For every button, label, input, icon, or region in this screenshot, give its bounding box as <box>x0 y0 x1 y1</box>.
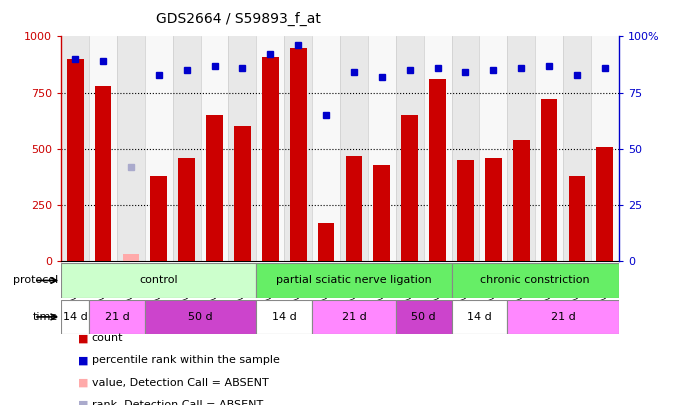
Bar <box>563 36 591 261</box>
Bar <box>61 263 256 298</box>
Bar <box>95 86 112 261</box>
Bar <box>284 36 312 261</box>
Text: control: control <box>139 275 178 286</box>
Bar <box>312 36 340 261</box>
Bar <box>117 36 145 261</box>
Bar <box>424 36 452 261</box>
Text: ■: ■ <box>78 400 88 405</box>
Text: percentile rank within the sample: percentile rank within the sample <box>92 356 279 365</box>
Bar <box>507 36 535 261</box>
Text: count: count <box>92 333 123 343</box>
Text: ■: ■ <box>78 333 88 343</box>
Bar <box>568 176 585 261</box>
Bar <box>513 140 530 261</box>
Bar <box>401 115 418 261</box>
Text: GDS2664 / S59893_f_at: GDS2664 / S59893_f_at <box>156 12 320 26</box>
Bar <box>290 48 307 261</box>
Bar <box>61 300 89 334</box>
Text: chronic constriction: chronic constriction <box>480 275 590 286</box>
Bar <box>145 300 256 334</box>
Text: 21 d: 21 d <box>105 312 129 322</box>
Bar <box>507 300 619 334</box>
Bar <box>201 36 228 261</box>
Text: 14 d: 14 d <box>272 312 296 322</box>
Bar <box>596 147 613 261</box>
Bar <box>318 223 335 261</box>
Bar <box>89 300 145 334</box>
Bar <box>234 126 251 261</box>
Bar <box>535 36 563 261</box>
Bar <box>150 176 167 261</box>
Bar <box>256 263 452 298</box>
Bar <box>228 36 256 261</box>
Text: partial sciatic nerve ligation: partial sciatic nerve ligation <box>276 275 432 286</box>
Text: value, Detection Call = ABSENT: value, Detection Call = ABSENT <box>92 378 269 388</box>
Text: 14 d: 14 d <box>63 312 88 322</box>
Bar <box>312 300 396 334</box>
Text: 14 d: 14 d <box>467 312 492 322</box>
Bar <box>89 36 117 261</box>
Text: 50 d: 50 d <box>411 312 436 322</box>
Bar <box>122 254 139 261</box>
Text: 21 d: 21 d <box>341 312 367 322</box>
Text: 50 d: 50 d <box>188 312 213 322</box>
Bar <box>345 156 362 261</box>
Bar <box>452 263 619 298</box>
Text: ■: ■ <box>78 378 88 388</box>
Text: ■: ■ <box>78 356 88 365</box>
Bar <box>340 36 368 261</box>
Text: protocol: protocol <box>12 275 58 286</box>
Bar <box>173 36 201 261</box>
Bar <box>256 36 284 261</box>
Bar <box>368 36 396 261</box>
Text: rank, Detection Call = ABSENT: rank, Detection Call = ABSENT <box>92 400 263 405</box>
Bar <box>262 57 279 261</box>
Bar <box>429 79 446 261</box>
Bar <box>61 36 89 261</box>
Bar <box>485 158 502 261</box>
Bar <box>457 160 474 261</box>
Bar <box>452 36 479 261</box>
Bar <box>145 36 173 261</box>
Bar <box>452 300 507 334</box>
Text: time: time <box>33 312 58 322</box>
Bar <box>541 99 558 261</box>
Bar <box>206 115 223 261</box>
Bar <box>256 300 312 334</box>
Bar <box>591 36 619 261</box>
Bar <box>178 158 195 261</box>
Bar <box>396 36 424 261</box>
Bar <box>479 36 507 261</box>
Bar <box>396 300 452 334</box>
Bar <box>373 164 390 261</box>
Bar <box>67 59 84 261</box>
Text: 21 d: 21 d <box>551 312 575 322</box>
